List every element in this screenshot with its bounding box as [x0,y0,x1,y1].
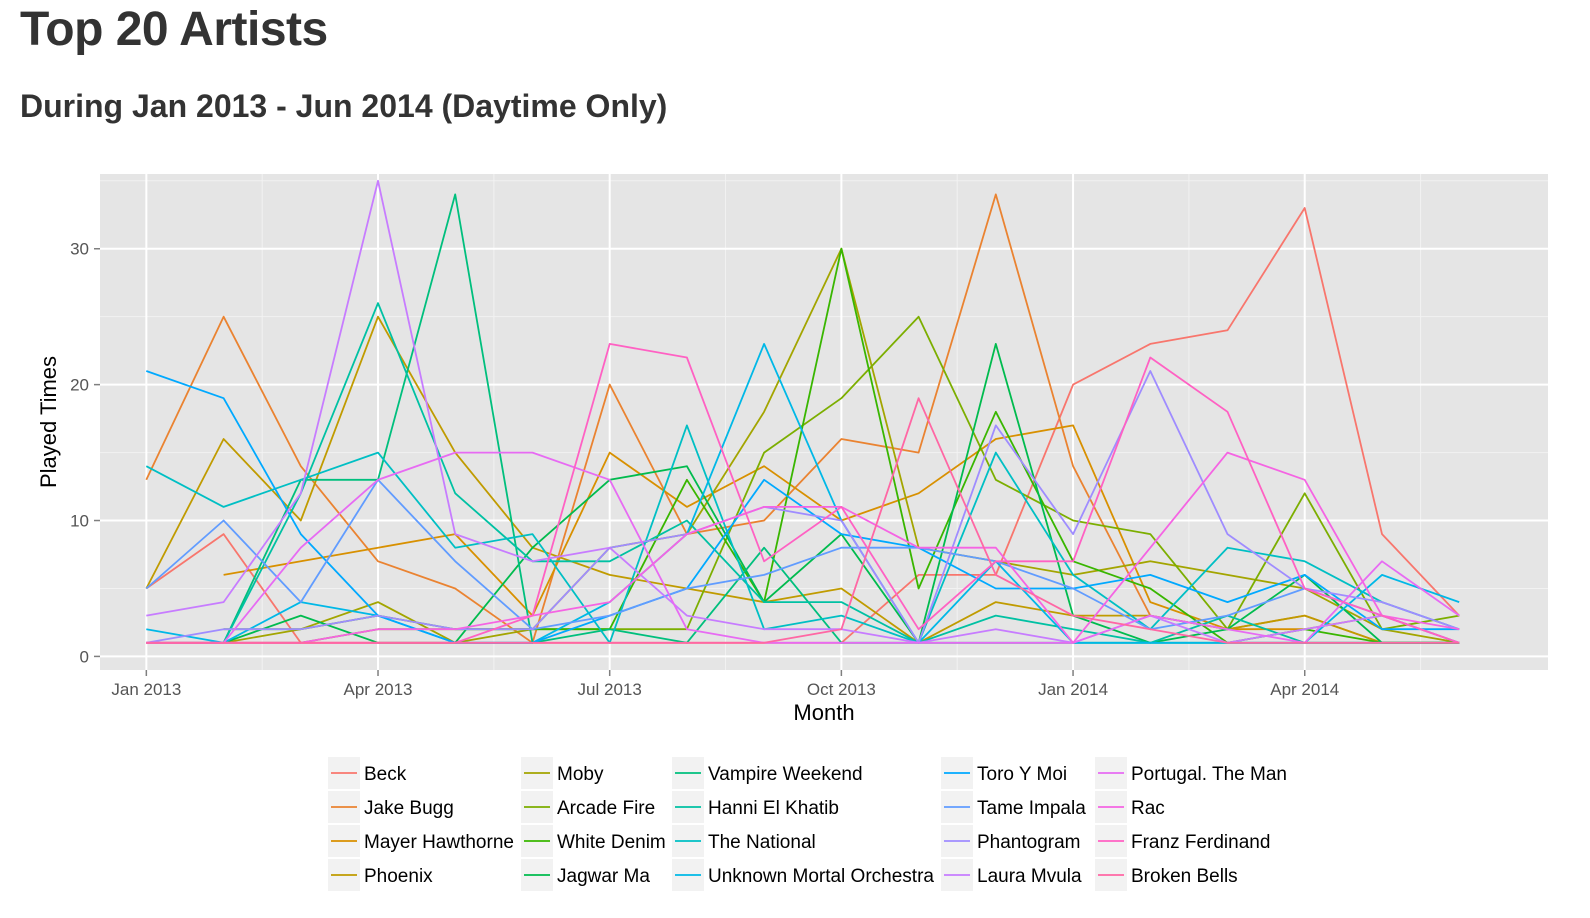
series-line-laura-mvula [146,179,1460,644]
legend-label-laura-mvula: Laura Mvula [977,866,1082,887]
page-title: Top 20 Artists [20,3,328,56]
x-tick-label: Jan 2013 [111,680,181,699]
legend-label-franz-ferdinand: Franz Ferdinand [1131,832,1270,853]
series-line-hanni-el-khatib [222,302,1460,644]
x-tick-label: Jan 2014 [1038,680,1108,699]
legend-label-toro-y-moi: Toro Y Moi [977,764,1067,785]
series-line-phantogram [146,370,1460,644]
series-lines [145,179,1460,644]
y-tick-label: 0 [80,647,89,666]
legend-label-white-denim: White Denim [557,832,666,853]
series-line-the-national [145,424,1460,644]
y-tick-label: 10 [70,512,89,531]
axis-ticks [94,247,1306,676]
plot-panel [100,174,1548,670]
legend-label-moby: Moby [557,764,604,785]
legend-label-portugal-the-man: Portugal. The Man [1131,764,1287,785]
legend-label-hanni-el-khatib: Hanni El Khatib [708,798,839,819]
legend-label-the-national: The National [708,832,816,853]
legend-label-beck: Beck [364,764,407,785]
x-tick-label: Oct 2013 [807,680,876,699]
legend-label-jagwar-ma: Jagwar Ma [557,866,650,887]
series-line-broken-bells [146,397,1460,644]
x-tick-label: Jul 2013 [578,680,642,699]
legend-label-mayer-hawthorne: Mayer Hawthorne [364,832,514,853]
legend-label-jake-bugg: Jake Bugg [364,798,454,819]
x-tick-label: Apr 2013 [344,680,413,699]
legend-label-arcade-fire: Arcade Fire [557,798,655,819]
series-line-rac [146,451,1460,644]
series-line-portugal-the-man [146,451,1460,644]
page-subtitle: During Jan 2013 - Jun 2014 (Daytime Only… [20,88,668,124]
major-gridlines [100,174,1548,670]
legend-label-unknown-mortal-orchestra: Unknown Mortal Orchestra [708,866,934,887]
legend-label-tame-impala: Tame Impala [977,798,1086,819]
x-tick-label: Apr 2014 [1270,680,1339,699]
tick-labels: Jan 2013 Apr 2013 Jul 2013 Oct 2013 Jan 2014… [70,240,1339,699]
legend: Beck Jake Bugg Mayer Hawthorne Phoenix Moby A… [328,757,1287,891]
x-axis-title: Month [793,700,854,725]
y-tick-label: 30 [70,240,89,259]
y-tick-label: 20 [70,376,89,395]
legend-label-broken-bells: Broken Bells [1131,866,1238,887]
legend-label-phantogram: Phantogram [977,832,1081,853]
y-axis-title: Played Times [36,356,61,488]
legend-label-rac: Rac [1131,798,1165,819]
series-line-tame-impala [145,478,1460,644]
legend-label-vampire-weekend: Vampire Weekend [708,764,863,785]
legend-label-phoenix: Phoenix [364,866,433,887]
